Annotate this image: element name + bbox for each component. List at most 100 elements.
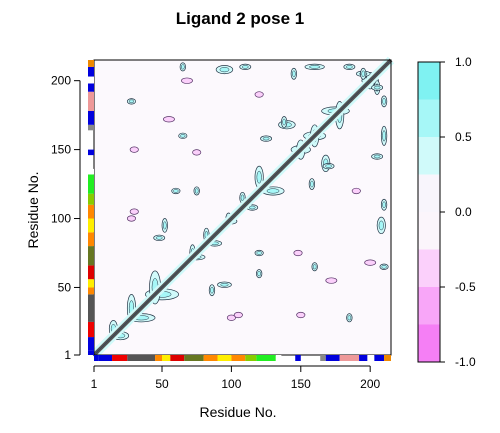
positive-region-14-mirror [281,116,288,128]
ss-segment-bottom-4 [155,355,163,361]
ss-segment-left-20 [88,66,94,77]
ss-segment-bottom-15 [320,355,326,361]
colorbar-level-3 [418,174,440,212]
ss-segment-left-5 [88,279,94,288]
y-tick-label-3: 150 [51,143,71,157]
negative-region-2-mirror [181,77,193,84]
negative-region-4 [192,149,202,156]
ss-segment-left-9 [88,218,94,233]
x-axis: 1 50 100 150 200 [91,365,381,391]
ss-segment-bottom-11 [245,355,257,361]
ss-segment-left-21 [88,60,94,67]
colorbar-tick-label-3: -0.5 [455,280,476,294]
positive-region-25 [178,132,188,139]
positive-region-21-mirror [208,284,216,297]
negative-region-6-mirror [233,311,243,319]
positive-region-20-mirror [380,95,388,108]
x-tick-label-4: 200 [360,377,380,391]
positive-region-16 [371,84,384,91]
ss-segment-left-2 [88,321,94,338]
ss-segment-bottom-0 [94,355,99,361]
negative-region-1 [254,91,264,98]
positive-region-20 [343,63,356,70]
positive-region-16-mirror [360,67,367,80]
colorbar-tick-label-2: 0.0 [455,205,472,219]
positive-region-18 [239,63,252,70]
negative-region-4-mirror [293,249,303,257]
x-axis-label: Residue No. [199,404,276,420]
positive-region-23-mirror [346,313,353,323]
positive-region-28 [171,187,181,195]
ss-segment-left-18 [88,83,94,92]
positive-region-19-mirror [380,125,388,146]
ss-segment-left-15 [88,124,94,131]
ss-segment-bottom-14 [295,355,301,361]
y-tick-label-1: 50 [58,280,72,294]
negative-region-5 [296,311,306,319]
positive-region-28-mirror [256,269,263,279]
positive-region-25-mirror [311,262,318,272]
ss-segment-bottom-18 [359,355,368,361]
negative-region-3 [226,314,236,321]
x-tick-label-2: 100 [221,377,241,391]
ss-segment-left-17 [88,91,94,112]
negative-region-6 [129,208,139,215]
secondary-structure-bar-bottom [94,355,391,361]
negative-correlation-regions [126,77,377,321]
ss-segment-bottom-9 [217,355,232,361]
positive-region-14 [322,163,335,170]
colorbar-level-2 [418,137,440,175]
ss-segment-left-19 [88,76,94,84]
positive-region-26-mirror [179,62,186,72]
y-tick-label-4: 200 [51,74,71,88]
positive-region-21 [153,234,166,241]
ss-segment-left-11 [88,193,94,205]
ss-segment-bottom-17 [339,355,360,361]
ss-segment-bottom-1 [98,355,113,361]
secondary-structure-bar-left [88,60,94,355]
x-tick-label-3: 150 [291,377,311,391]
negative-region-1-mirror [351,187,361,195]
ss-segment-left-1 [88,337,94,351]
positive-region-13-mirror [308,178,316,190]
ss-segment-bottom-10 [231,355,246,361]
positive-region-19 [304,63,325,70]
colorbar-level-0 [418,62,440,100]
ss-segment-left-3 [88,294,94,322]
ss-segment-left-13 [88,168,94,175]
negative-region-3-mirror [126,215,136,222]
colorbar-level-4 [418,212,440,250]
ss-segment-bottom-20 [374,355,385,361]
ss-segment-bottom-16 [325,355,340,361]
ss-segment-left-4 [88,287,94,295]
x-tick-label-1: 50 [155,377,169,391]
diagonal-band [90,56,395,359]
ss-segment-bottom-19 [367,355,375,361]
negative-region-2 [364,259,377,266]
colorbar-tick-label-1: 0.5 [455,130,472,144]
ss-segment-left-10 [88,204,94,219]
y-tick-label-0: 1 [64,348,71,362]
positive-region-26 [379,263,389,270]
positive-region-27 [254,249,264,257]
colorbar-tick-label-0: 1.0 [455,55,472,69]
y-axis-label: Residue No. [25,171,41,248]
ss-segment-left-0 [88,350,94,355]
positive-region-27-mirror [193,186,200,196]
positive-region-22-mirror [161,218,168,233]
colorbar-level-5 [418,249,440,287]
chart-title: Ligand 2 pose 1 [176,9,304,28]
colorbar-tick-label-4: -1.0 [455,355,476,369]
plot-panel [90,56,395,359]
ss-segment-bottom-6 [170,355,185,361]
ss-segment-bottom-7 [184,355,204,361]
ss-segment-bottom-21 [384,355,391,361]
negative-region-0 [163,116,175,123]
positive-region-17-mirror [376,216,386,235]
diagonal-contour-lower [92,62,389,357]
ss-segment-bottom-3 [127,355,156,361]
positive-region-22 [217,281,232,288]
positive-region-24-mirror [290,67,297,80]
